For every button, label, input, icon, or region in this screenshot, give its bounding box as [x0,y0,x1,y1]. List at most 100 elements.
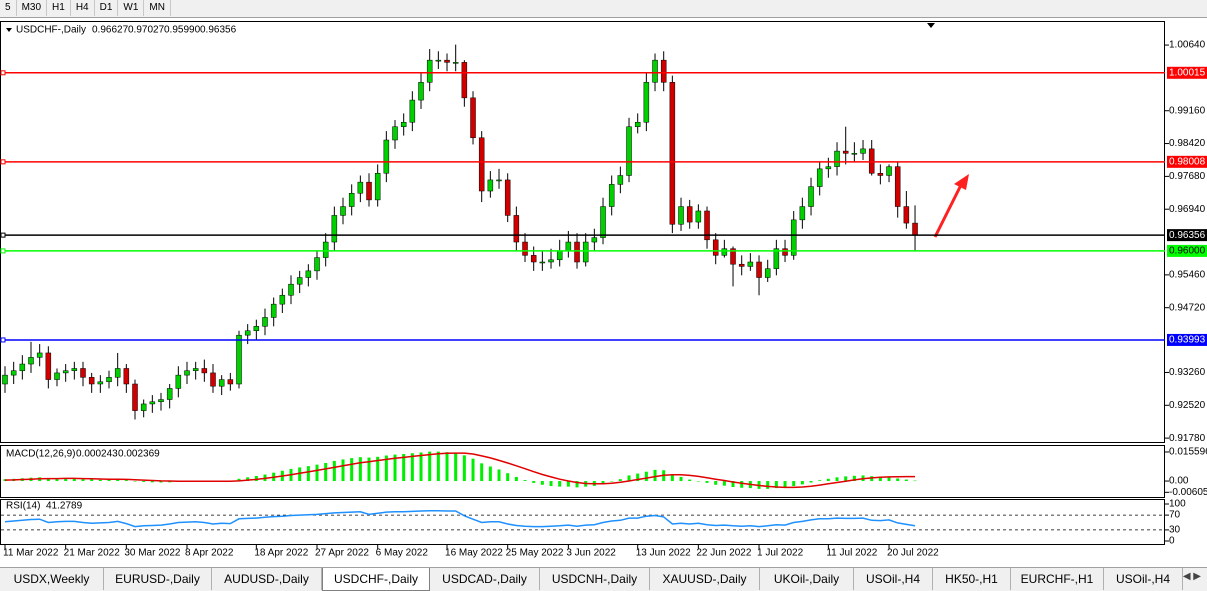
x-tick-label: 22 Jun 2022 [696,548,751,559]
candle-body [712,239,719,256]
timeframe-button[interactable]: D1 [95,0,119,16]
candle-body [322,241,329,258]
indicator-value: 41.2789 [46,501,83,512]
macd-bar [783,481,787,488]
macd-bar [610,481,614,482]
macd-bar [627,475,631,482]
candle-body [556,250,563,261]
symbol-tab[interactable]: AUDUSD-,Daily [212,568,322,590]
symbol-tab[interactable]: USDCAD-,Daily [430,568,540,590]
macd-bar [445,452,449,482]
main-pane [0,21,1165,443]
macd-bar [844,476,848,482]
macd-bar [471,458,475,482]
candle-body [36,352,43,358]
macd-bar [696,481,700,482]
symbol-tab[interactable]: EURCHF-,H1 [1011,568,1104,590]
symbol-tab[interactable]: EURUSD-,Daily [104,568,212,590]
candle-body [366,181,372,201]
level-price-box [1167,333,1207,346]
macd-bar [818,480,822,482]
candle-body [19,363,26,371]
x-tick-label: 11 Mar 2022 [3,548,59,559]
macd-bar [72,478,76,482]
macd-bar [142,481,146,482]
x-tick-label: 20 Jul 2022 [887,548,939,559]
indicator-value: 0.002369 [118,449,160,460]
y-tick-label: 0.93260 [1169,367,1206,378]
ohlc-value: 0.96627 [92,25,129,36]
macd-bar [878,476,882,482]
candle-body [374,173,381,201]
annotation-arrow-head [954,174,969,190]
candle-body [158,399,164,402]
macd-bar [55,478,59,482]
timeframe-button[interactable]: M30 [17,0,48,16]
macd-bar [705,481,709,483]
candle-body [114,368,121,378]
rsi-line [4,509,916,528]
macd-bar [679,476,683,482]
timeframe-button[interactable]: W1 [118,0,145,16]
symbol-tab[interactable]: HK50-,H1 [933,568,1011,590]
timeframe-button[interactable]: 5 [0,0,17,16]
candle-body [140,403,147,411]
macd-bar [913,480,917,482]
candle-body [279,295,286,305]
macd-bar [358,457,362,482]
candle-body [669,82,676,225]
macd-bar [670,474,674,482]
macd-bar [116,479,120,482]
level-price-label: 0.98008 [1169,156,1206,167]
candle-body [62,370,69,374]
macd-bar [462,455,466,482]
candle-body [565,241,572,252]
macd-pane [0,445,1165,498]
timeframe-button[interactable]: H1 [47,0,71,16]
symbol-tab[interactable]: XAUUSD-,Daily [650,568,760,590]
y-tick-label: 70 [1169,510,1181,521]
macd-bar [402,454,406,482]
level-handle [0,70,6,76]
macd-bar [809,481,813,483]
timeframe-button[interactable]: H4 [71,0,95,16]
candle-body [71,368,78,371]
macd-bar [3,479,7,482]
candle-body [54,372,60,380]
x-tick-label: 3 Jun 2022 [566,548,616,559]
candle-body [340,206,346,216]
symbol-tabs: USDX,Weekly EURUSD-,Daily AUDUSD-,Daily … [0,567,1207,591]
candle-body [80,368,86,378]
macd-bar [618,479,622,482]
tab-scroll[interactable]: ◀ ▶ [1182,571,1201,582]
candle-body [842,150,849,154]
candle-body [236,334,242,385]
macd-bar [714,481,718,485]
candle-body [808,186,814,207]
x-tick-label: 13 Jun 2022 [636,548,691,559]
candle-body [617,175,624,185]
candle-body [730,248,736,265]
macd-bar [896,478,900,482]
symbol-tab[interactable]: USOil-,H4 [1104,568,1183,590]
symbol-tab[interactable]: USDX,Weekly [0,568,104,590]
timeframe-button[interactable]: MN [144,0,171,16]
symbol-tab[interactable]: UKOil-,Daily [760,568,854,590]
y-tick-label: 0.95460 [1169,270,1206,281]
y-tick-label: 100 [1169,499,1186,510]
level-price-box [1167,66,1207,79]
macd-bar [237,478,241,482]
macd-bar [315,464,319,482]
candle-body [608,184,615,207]
level-handle [0,159,6,165]
macd-bar [454,453,458,482]
candle-body [530,255,537,263]
candle-body [106,377,112,383]
candle-body [721,248,728,256]
candle-body [686,206,693,223]
symbol-tab[interactable]: USOil-,H4 [854,568,933,590]
symbol-tab[interactable]: USDCNH-,Daily [540,568,650,590]
symbol-tab[interactable]: USDCHF-,Daily [322,568,430,591]
rsi-pane [0,499,1165,545]
macd-bar [488,466,492,482]
